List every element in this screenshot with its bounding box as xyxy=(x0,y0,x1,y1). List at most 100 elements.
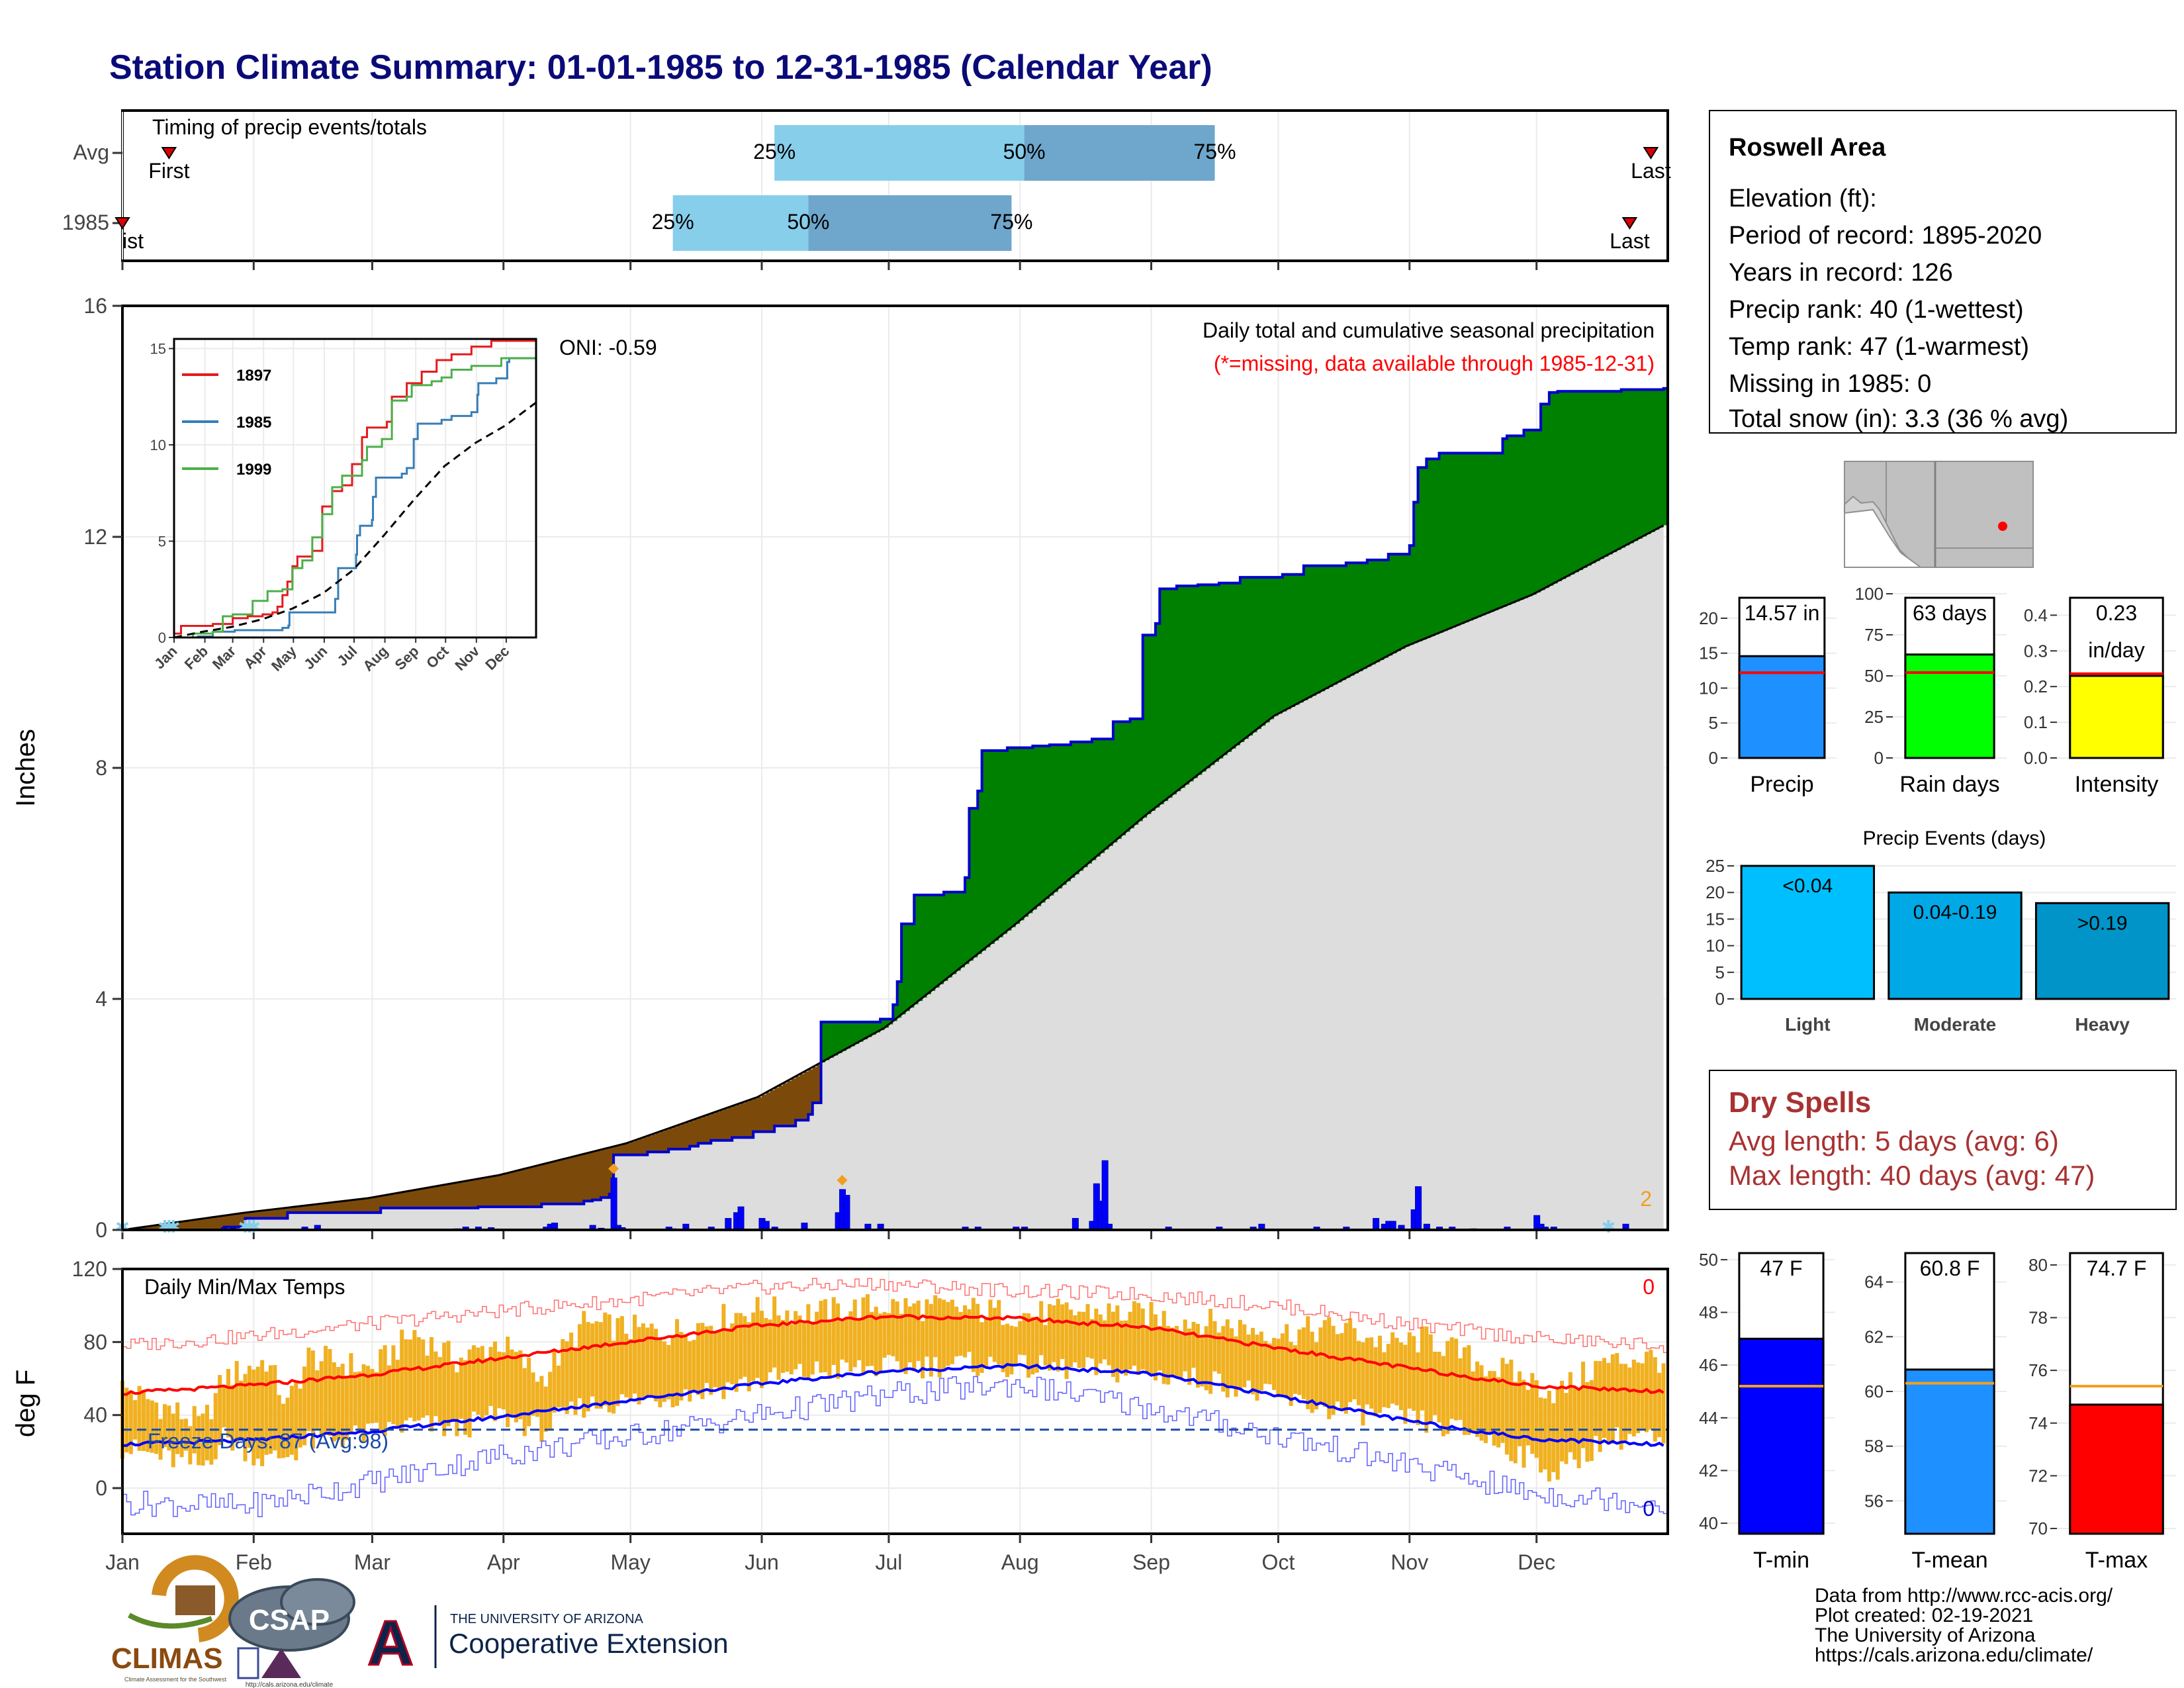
month-label: Sep xyxy=(1132,1550,1170,1574)
month-label: Jul xyxy=(875,1550,902,1574)
dry-spells-title: Dry Spells xyxy=(1729,1086,1871,1119)
small-panel-tick-label: 0 xyxy=(1874,748,1884,768)
station-precip-rank: Precip rank: 40 (1-wettest) xyxy=(1729,296,2024,324)
station-elevation: Elevation (ft): xyxy=(1729,185,1877,212)
dry-spells-max: Max length: 40 days (avg: 47) xyxy=(1729,1160,2095,1191)
small-panel-value-label: 47 F xyxy=(1760,1256,1802,1280)
ua-extension-logo: A THE UNIVERSITY OF ARIZONA Cooperative … xyxy=(361,1605,729,1680)
cum-y-tick-label: 16 xyxy=(83,294,107,318)
cum-deficit-area xyxy=(126,1064,821,1230)
events-tick-label: 0 xyxy=(1715,989,1725,1009)
totals-panels: 0 5 10 15 20 14.57 in Precip 0 25 50 75 100 63 days R… xyxy=(1699,584,2176,797)
small-panel-tick-label: 72 xyxy=(2028,1466,2048,1485)
record-high-line xyxy=(122,1278,1668,1353)
max-count-label: 0 xyxy=(1643,1275,1655,1299)
events-category-label: Moderate xyxy=(1914,1014,1996,1035)
month-label: Apr xyxy=(487,1550,520,1574)
small-panel-tick-label: 60 xyxy=(1864,1382,1884,1401)
cum-subtitle: (*=missing, data available through 1985-… xyxy=(1214,352,1655,375)
cum-y-tick-label: 8 xyxy=(95,756,107,780)
avg-max-temp-line xyxy=(122,1314,1664,1396)
small-panel-tick-label: 0.0 xyxy=(2024,748,2048,768)
freeze-days-label: Freeze Days: 87 (Avg:98) xyxy=(148,1429,388,1453)
inset-y-tick-label: 0 xyxy=(158,630,166,646)
climas-name: CLIMAS xyxy=(111,1642,223,1675)
cum-average-area xyxy=(122,525,1664,1230)
inset-legend-label: 1999 xyxy=(236,461,271,479)
footer-data-source: Data from http://www.rcc-acis.org/ xyxy=(1815,1585,2113,1607)
month-label: Jan xyxy=(105,1550,140,1574)
snow-marker: ✱ xyxy=(1602,1217,1616,1237)
timing-panel: 25% 50% 75% First Last 25% 50% 75% ist Last Timin… xyxy=(62,109,1671,270)
small-panel-value-label: 0.23 xyxy=(2096,601,2137,625)
station-period: Period of record: 1895-2020 xyxy=(1729,222,2042,250)
timing-q50-q75-bar xyxy=(1024,125,1215,181)
month-label: Aug xyxy=(1001,1550,1039,1574)
daily-precip-bar xyxy=(610,1177,617,1231)
small-panel-tick-label: 48 xyxy=(1699,1303,1718,1323)
temperature-summary-panels: 40 42 44 46 48 50 47 F T-min 56 58 60 62 64 60.8 F T-m… xyxy=(1699,1249,2176,1573)
daily-precip-bar xyxy=(725,1218,732,1231)
csap-url: http://cals.arizona.edu/climate xyxy=(246,1681,334,1688)
small-panel-tick-label: 62 xyxy=(1864,1327,1884,1346)
small-panel-tick-label: 0.1 xyxy=(2024,712,2048,732)
cum-average-line xyxy=(122,524,1664,1231)
snow-marker: ✱ xyxy=(166,1217,181,1237)
snow-marker: ✱ xyxy=(161,1217,176,1237)
events-bar xyxy=(1888,891,2023,1000)
cum-title: Daily total and cumulative seasonal prec… xyxy=(1203,318,1655,342)
csap-logo: CSAP http://cals.arizona.edu/climate xyxy=(228,1578,355,1688)
footer-url: https://cals.arizona.edu/climate/ xyxy=(1815,1644,2093,1666)
events-bar xyxy=(1740,865,1876,1000)
inset-y-tick-label: 10 xyxy=(150,437,166,453)
small-panel-tick-label: 20 xyxy=(1699,608,1718,628)
inset-series-line xyxy=(174,352,537,639)
flag-marker xyxy=(608,1163,619,1174)
month-label: Mar xyxy=(354,1550,390,1574)
precip-events-panel: Precip Events (days) 0 5 10 15 20 25 <0.04 Ligh… xyxy=(1706,827,2176,1035)
oni-label: ONI: -0.59 xyxy=(559,336,657,359)
inset-average-line xyxy=(173,401,537,639)
cum-y-label: Inches xyxy=(11,729,40,807)
timing-q25-q50-bar xyxy=(774,125,1024,181)
events-category-label: Heavy xyxy=(2075,1014,2130,1035)
small-panel-value-label: 60.8 F xyxy=(1920,1256,1980,1280)
month-label: May xyxy=(610,1550,650,1574)
small-panel-category-label: T-min xyxy=(1753,1548,1809,1573)
snow-marker: ✱ xyxy=(238,1217,253,1237)
month-label: Feb xyxy=(236,1550,272,1574)
small-panel-value-label: 14.57 in xyxy=(1745,601,1820,625)
small-panel-category-label: Rain days xyxy=(1899,772,1999,797)
timing-first-marker xyxy=(114,217,130,230)
events-tick-label: 20 xyxy=(1706,882,1725,902)
small-panel-tick-label: 74 xyxy=(2028,1413,2048,1433)
small-panel-category-label: T-mean xyxy=(1911,1548,1987,1573)
timing-q25-q50-bar xyxy=(672,195,809,251)
temp-y-tick-label: 0 xyxy=(95,1476,107,1500)
cum-y-tick-label: 4 xyxy=(95,987,107,1011)
small-panel-tick-label: 5 xyxy=(1709,713,1718,733)
month-label: Nov xyxy=(1390,1550,1428,1574)
daily-precip-bar xyxy=(843,1195,850,1231)
station-missing: Missing in 1985: 0 xyxy=(1729,370,1931,398)
temperature-panel: 0 40 80 120 Jan Feb Mar Apr May Jun Jul Aug Sep Oct N… xyxy=(11,1257,1669,1574)
timing-first-label: ist xyxy=(122,229,144,253)
events-tick-label: 15 xyxy=(1706,909,1725,929)
small-panel-tick-label: 58 xyxy=(1864,1436,1884,1456)
climas-logo: CLIMAS Climate Assessment for the Southw… xyxy=(111,1555,239,1683)
record-low-line xyxy=(122,1376,1668,1517)
events-bar-label: >0.19 xyxy=(2077,912,2128,934)
small-panel-tick-label: 50 xyxy=(1699,1250,1718,1270)
month-label: Dec xyxy=(1518,1550,1555,1574)
small-panel-value-bar xyxy=(2069,1403,2164,1535)
page-title: Station Climate Summary: 01-01-1985 to 1… xyxy=(109,48,1212,87)
small-panel-tick-label: 78 xyxy=(2028,1308,2048,1328)
small-panel-tick-label: 80 xyxy=(2028,1255,2048,1275)
timing-q25-label: 25% xyxy=(753,140,796,164)
station-location-marker xyxy=(1998,522,2007,531)
timing-first-label: First xyxy=(148,159,189,183)
daily-precip-bar xyxy=(737,1206,745,1231)
